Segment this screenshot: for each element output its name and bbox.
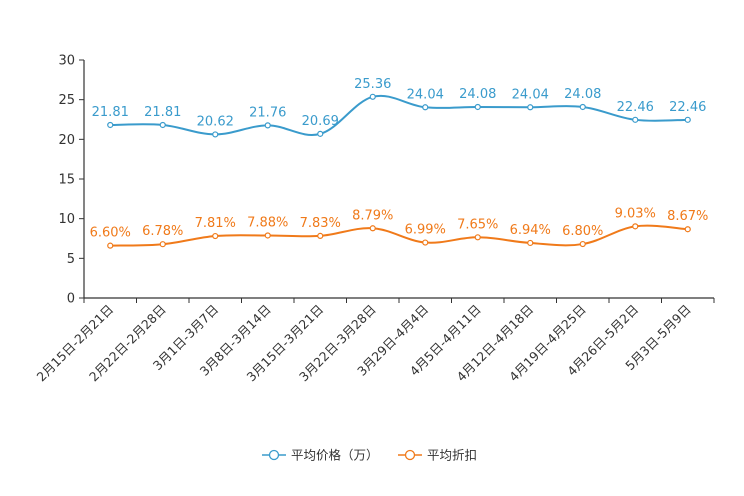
- data-label: 7.65%: [457, 217, 498, 232]
- data-label: 21.76: [249, 105, 286, 120]
- data-point[interactable]: [369, 93, 376, 100]
- data-point[interactable]: [422, 239, 429, 246]
- data-point[interactable]: [632, 116, 639, 123]
- data-label: 6.94%: [510, 223, 551, 238]
- y-tick-label: 10: [58, 212, 75, 227]
- legend-label: 平均折扣: [427, 448, 477, 463]
- data-point[interactable]: [527, 104, 534, 111]
- data-point[interactable]: [369, 225, 376, 232]
- data-point[interactable]: [159, 121, 166, 129]
- chart-legend[interactable]: 平均价格（万） 平均折扣: [262, 448, 477, 463]
- legend-item-2[interactable]: 平均折扣: [398, 448, 477, 463]
- data-label: 8.79%: [352, 208, 393, 223]
- legend-item-1[interactable]: 平均价格（万）: [262, 448, 379, 463]
- y-tick-label: 15: [58, 173, 75, 188]
- y-tick-label: 0: [67, 292, 75, 307]
- data-label: 25.36: [354, 77, 391, 92]
- y-tick-label: 20: [58, 133, 75, 148]
- data-point[interactable]: [684, 116, 691, 123]
- data-point[interactable]: [107, 121, 114, 129]
- y-tick-label: 30: [58, 54, 75, 69]
- data-label: 20.69: [302, 114, 339, 129]
- data-label: 20.62: [197, 114, 234, 129]
- data-label: 6.78%: [142, 224, 183, 239]
- data-label: 21.81: [92, 105, 129, 120]
- data-point[interactable]: [527, 239, 534, 247]
- data-label: 7.81%: [195, 216, 236, 231]
- data-label: 21.81: [144, 105, 181, 120]
- data-label: 6.99%: [405, 223, 446, 238]
- data-label: 24.04: [512, 87, 549, 102]
- data-label: 6.60%: [90, 226, 131, 241]
- data-label: 22.46: [617, 100, 654, 115]
- data-label: 8.67%: [667, 209, 708, 224]
- series-2: 6.60% 6.78% 7.81% 7.88% 7.83% 8.79% 6.99% 7.65%…: [90, 206, 708, 249]
- legend-marker-icon: [268, 449, 280, 461]
- data-point[interactable]: [212, 232, 219, 240]
- data-point[interactable]: [684, 226, 691, 233]
- data-point[interactable]: [579, 240, 586, 248]
- data-point[interactable]: [317, 232, 324, 239]
- data-point[interactable]: [317, 130, 324, 137]
- data-point[interactable]: [474, 234, 481, 241]
- data-label: 7.88%: [247, 215, 288, 230]
- data-point[interactable]: [212, 131, 219, 138]
- series-1: 21.81 21.81 20.62 21.76 20.69 25.36 24.04 24.08…: [92, 77, 706, 138]
- series-line: [110, 224, 688, 247]
- data-point[interactable]: [579, 103, 586, 111]
- data-point[interactable]: [159, 241, 166, 248]
- data-label: 24.04: [407, 87, 444, 102]
- data-label: 9.03%: [615, 206, 656, 221]
- data-point[interactable]: [422, 104, 429, 111]
- legend-label: 平均价格（万）: [291, 448, 379, 463]
- chart-series: 21.81 21.81 20.62 21.76 20.69 25.36 24.04 24.08…: [90, 77, 708, 249]
- data-point[interactable]: [264, 122, 271, 129]
- data-label: 24.08: [459, 87, 496, 102]
- series-line: [110, 94, 688, 136]
- data-label: 22.46: [669, 100, 706, 115]
- data-point[interactable]: [107, 242, 114, 249]
- y-tick-label: 25: [58, 93, 75, 108]
- data-label: 6.80%: [562, 224, 603, 239]
- data-label: 7.83%: [300, 216, 341, 231]
- legend-marker-icon: [404, 449, 416, 461]
- data-point[interactable]: [264, 232, 271, 239]
- y-tick-label: 5: [67, 252, 75, 267]
- data-label: 24.08: [564, 87, 601, 102]
- data-point[interactable]: [474, 103, 481, 111]
- data-point[interactable]: [632, 223, 639, 230]
